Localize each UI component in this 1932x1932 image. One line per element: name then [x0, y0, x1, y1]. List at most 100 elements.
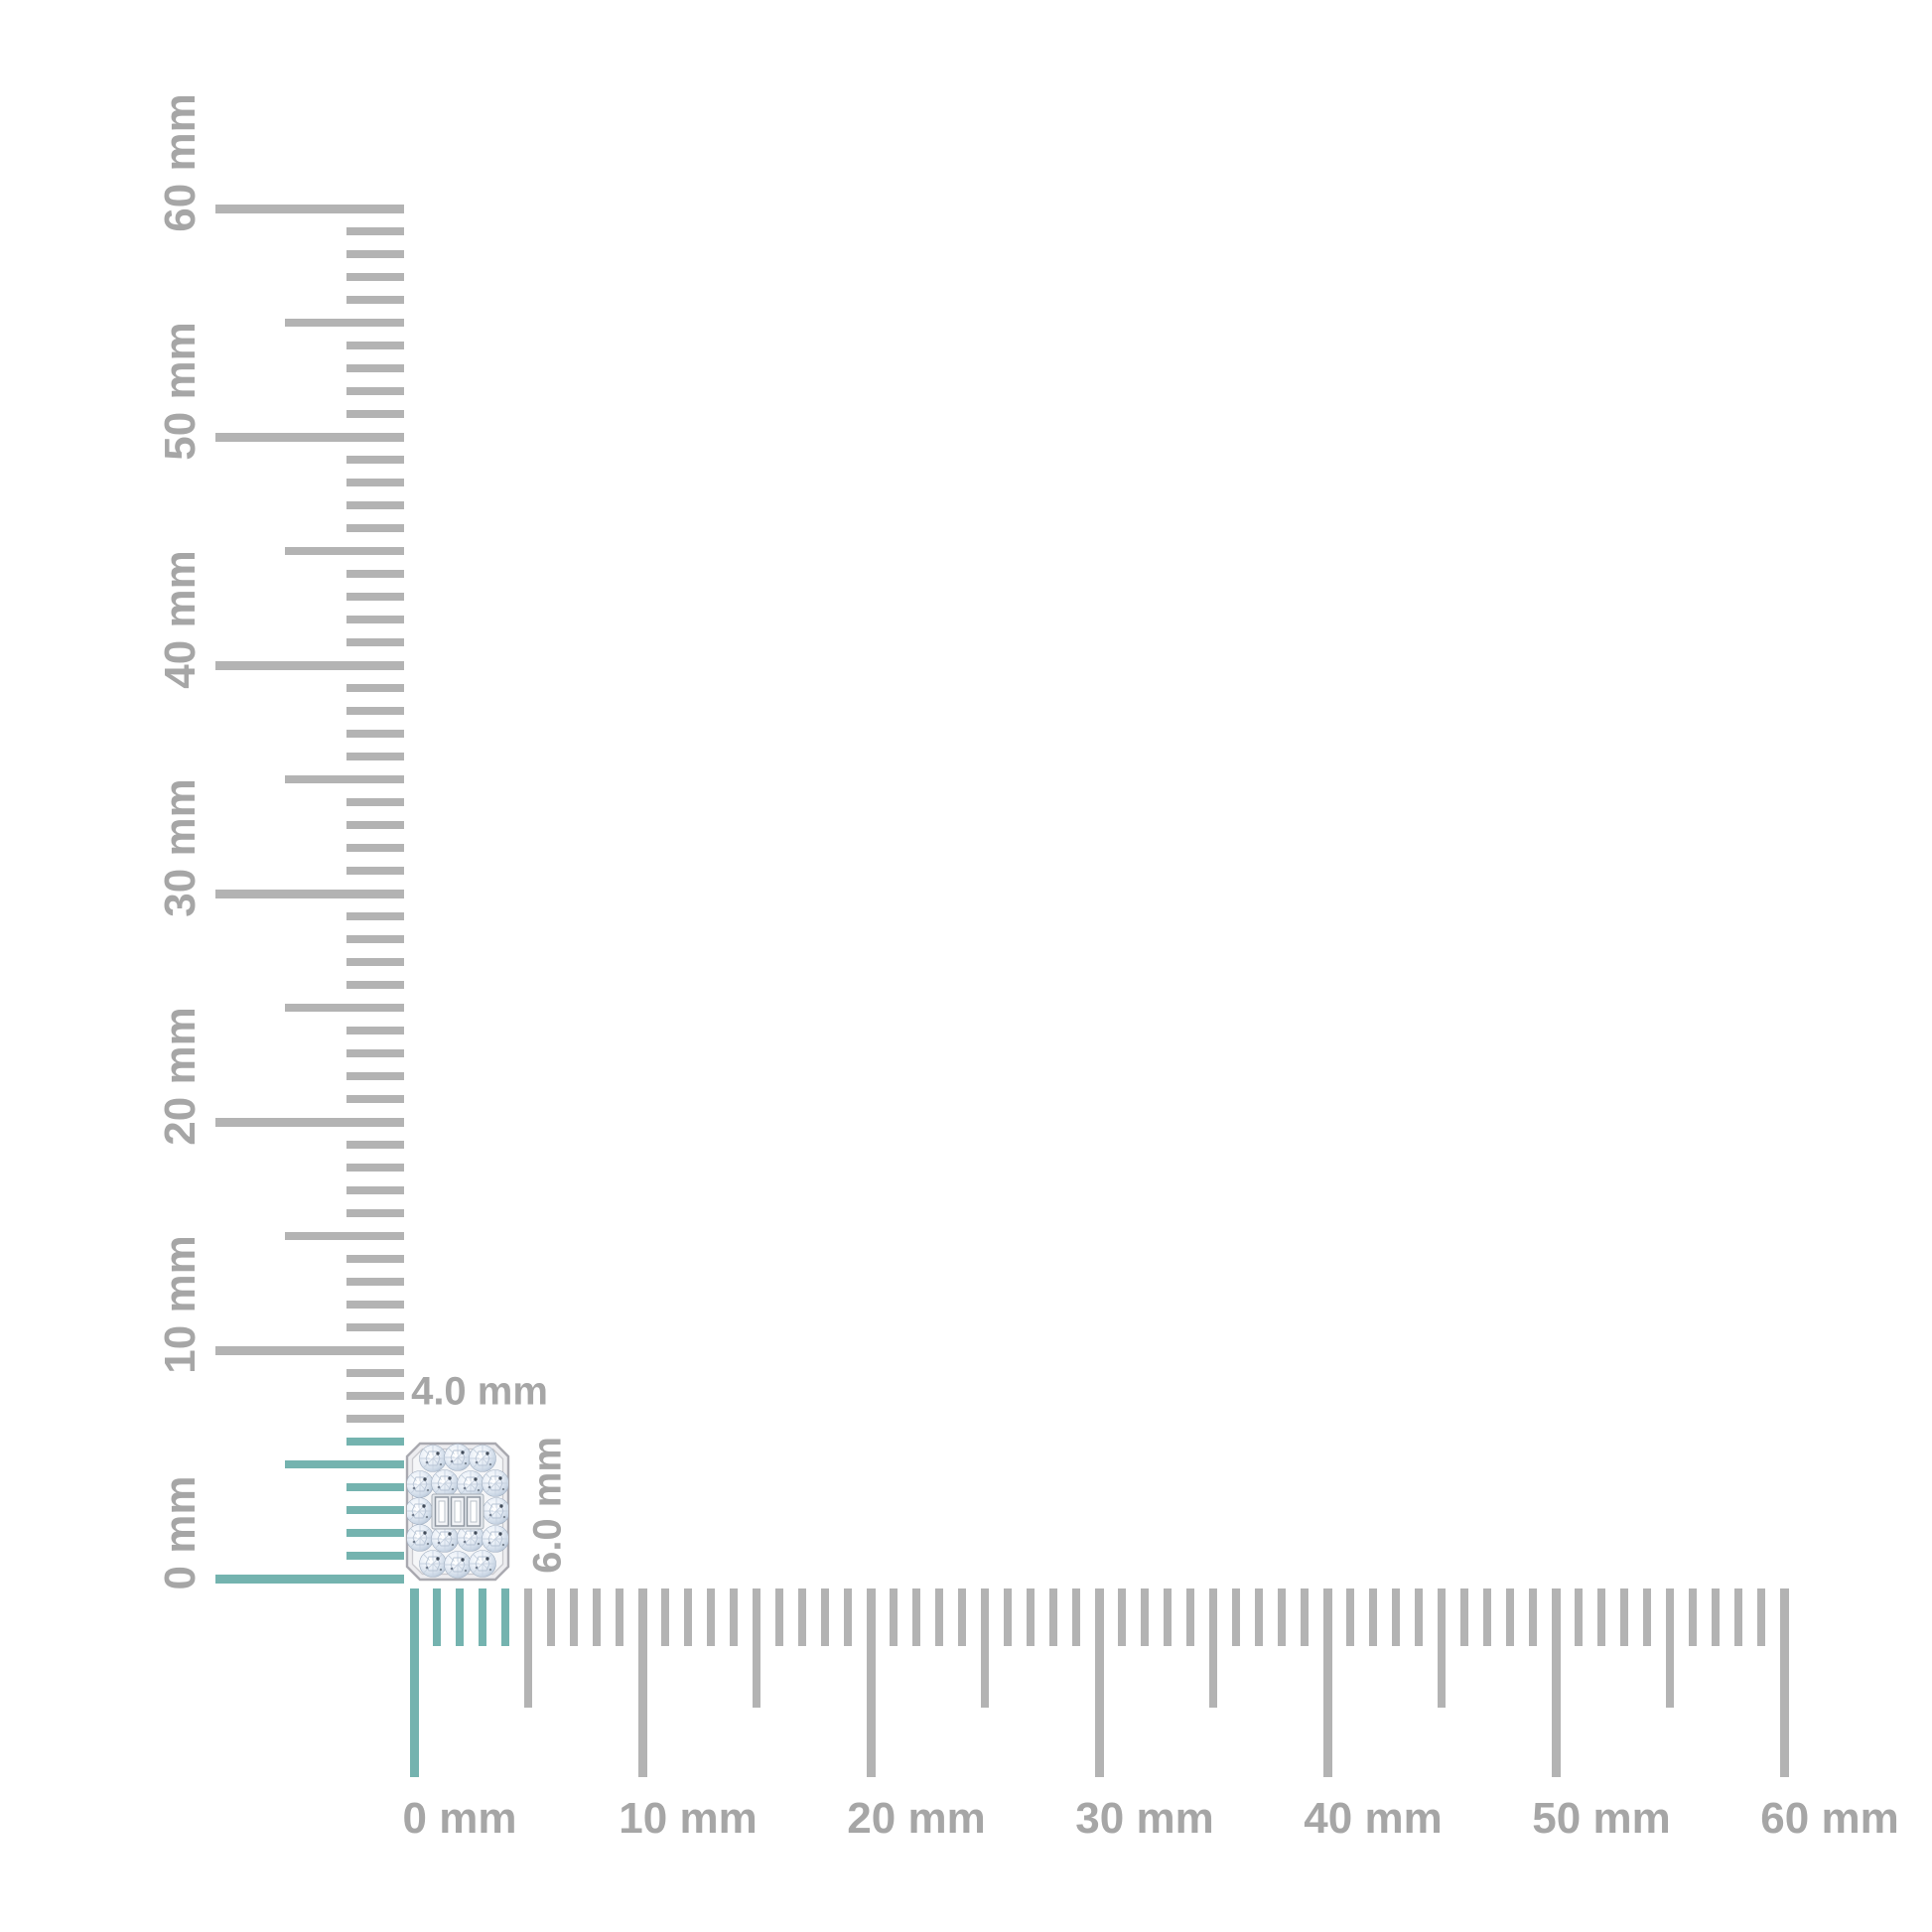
vertical-ruler-tick-19mm [346, 1141, 404, 1149]
horizontal-ruler-tick-7mm [570, 1588, 578, 1646]
horizontal-ruler-tick-57mm [1712, 1588, 1720, 1646]
vertical-ruler-tick-2mm [346, 1529, 404, 1537]
horizontal-ruler-tick-15mm [753, 1588, 760, 1708]
horizontal-ruler-tick-41mm [1346, 1588, 1354, 1646]
horizontal-ruler-tick-48mm [1506, 1588, 1514, 1646]
vertical-ruler-tick-3mm [346, 1506, 404, 1514]
horizontal-ruler-tick-30mm [1094, 1588, 1104, 1777]
vertical-ruler-tick-48mm [346, 479, 404, 486]
horizontal-ruler-tick-46mm [1460, 1588, 1468, 1646]
vertical-ruler-tick-14mm [346, 1255, 404, 1263]
vertical-ruler-tick-34mm [346, 798, 404, 806]
vertical-ruler-tick-28mm [346, 935, 404, 943]
vertical-ruler-tick-55mm [285, 319, 404, 327]
horizontal-ruler-tick-56mm [1689, 1588, 1697, 1646]
vertical-ruler-tick-21mm [346, 1095, 404, 1103]
horizontal-ruler-tick-37mm [1255, 1588, 1263, 1646]
horizontal-ruler-tick-17mm [798, 1588, 806, 1646]
horizontal-ruler-tick-27mm [1027, 1588, 1035, 1646]
horizontal-ruler-tick-1mm [433, 1588, 441, 1646]
horizontal-ruler-tick-40mm [1322, 1588, 1332, 1777]
vertical-ruler-tick-10mm [215, 1345, 404, 1355]
horizontal-ruler-tick-33mm [1164, 1588, 1172, 1646]
horizontal-ruler-tick-55mm [1666, 1588, 1674, 1708]
vertical-ruler-tick-5mm [285, 1460, 404, 1468]
horizontal-ruler-tick-24mm [958, 1588, 966, 1646]
vertical-ruler-tick-15mm [285, 1232, 404, 1240]
vertical-ruler-tick-47mm [346, 501, 404, 509]
vertical-ruler-tick-11mm [346, 1323, 404, 1331]
vertical-ruler-tick-51mm [346, 410, 404, 418]
vertical-ruler-tick-4mm [346, 1483, 404, 1491]
horizontal-ruler-label-20mm: 20 mm [847, 1794, 986, 1843]
horizontal-ruler-tick-23mm [935, 1588, 943, 1646]
vertical-ruler-tick-20mm [215, 1117, 404, 1127]
horizontal-ruler-tick-52mm [1597, 1588, 1605, 1646]
horizontal-ruler-label-50mm: 50 mm [1532, 1794, 1671, 1843]
horizontal-ruler-tick-42mm [1369, 1588, 1377, 1646]
horizontal-ruler-tick-22mm [912, 1588, 920, 1646]
vertical-ruler-tick-35mm [285, 775, 404, 783]
vertical-ruler-tick-7mm [346, 1415, 404, 1423]
horizontal-ruler-tick-20mm [866, 1588, 876, 1777]
horizontal-ruler-tick-9mm [616, 1588, 623, 1646]
horizontal-ruler-tick-5mm [524, 1588, 532, 1708]
horizontal-ruler-tick-35mm [1209, 1588, 1217, 1708]
horizontal-ruler-label-60mm: 60 mm [1760, 1794, 1899, 1843]
horizontal-ruler-label-30mm: 30 mm [1075, 1794, 1214, 1843]
vertical-ruler-tick-8mm [346, 1392, 404, 1400]
horizontal-ruler-tick-21mm [890, 1588, 897, 1646]
horizontal-ruler-tick-43mm [1392, 1588, 1400, 1646]
vertical-ruler-tick-27mm [346, 958, 404, 966]
vertical-ruler-tick-26mm [346, 981, 404, 989]
horizontal-ruler-tick-13mm [707, 1588, 715, 1646]
horizontal-ruler-tick-12mm [684, 1588, 692, 1646]
vertical-ruler-label-30mm: 30 mm [156, 778, 205, 917]
vertical-ruler-tick-9mm [346, 1369, 404, 1377]
horizontal-ruler-tick-39mm [1301, 1588, 1309, 1646]
vertical-ruler-tick-30mm [215, 889, 404, 898]
horizontal-ruler-tick-34mm [1186, 1588, 1194, 1646]
horizontal-ruler-tick-29mm [1072, 1588, 1080, 1646]
vertical-ruler-tick-45mm [285, 547, 404, 555]
jewelry-item-image [405, 1442, 510, 1582]
horizontal-ruler-tick-45mm [1438, 1588, 1446, 1708]
vertical-ruler-tick-31mm [346, 867, 404, 875]
horizontal-ruler-tick-4mm [501, 1588, 509, 1646]
vertical-ruler-tick-23mm [346, 1049, 404, 1057]
horizontal-ruler-tick-44mm [1415, 1588, 1423, 1646]
vertical-ruler-tick-0mm [215, 1574, 404, 1584]
horizontal-ruler-tick-28mm [1049, 1588, 1057, 1646]
horizontal-ruler-tick-19mm [844, 1588, 852, 1646]
horizontal-ruler-tick-50mm [1551, 1588, 1561, 1777]
vertical-ruler-tick-17mm [346, 1186, 404, 1194]
horizontal-ruler-tick-0mm [409, 1588, 419, 1777]
horizontal-ruler-tick-54mm [1643, 1588, 1651, 1646]
vertical-ruler-tick-38mm [346, 707, 404, 715]
horizontal-ruler-tick-53mm [1620, 1588, 1628, 1646]
vertical-ruler-tick-41mm [346, 638, 404, 646]
horizontal-ruler-tick-18mm [821, 1588, 829, 1646]
item-width-label: 4.0 mm [411, 1369, 548, 1414]
vertical-ruler-tick-42mm [346, 616, 404, 623]
vertical-ruler-tick-13mm [346, 1278, 404, 1286]
horizontal-ruler-label-10mm: 10 mm [619, 1794, 758, 1843]
vertical-ruler-label-20mm: 20 mm [156, 1007, 205, 1146]
horizontal-ruler-tick-16mm [775, 1588, 783, 1646]
vertical-ruler-tick-60mm [215, 204, 404, 213]
horizontal-ruler-tick-31mm [1118, 1588, 1126, 1646]
vertical-ruler-tick-40mm [215, 660, 404, 670]
baguette-diamonds [431, 1493, 484, 1530]
vertical-ruler-tick-37mm [346, 730, 404, 738]
horizontal-ruler-tick-14mm [730, 1588, 738, 1646]
vertical-ruler-tick-18mm [346, 1164, 404, 1172]
horizontal-ruler-tick-11mm [661, 1588, 669, 1646]
horizontal-ruler-tick-58mm [1734, 1588, 1742, 1646]
vertical-ruler-tick-53mm [346, 364, 404, 372]
vertical-ruler-tick-32mm [346, 844, 404, 852]
vertical-ruler-tick-58mm [346, 250, 404, 258]
vertical-ruler-tick-12mm [346, 1301, 404, 1309]
vertical-ruler-tick-1mm [346, 1552, 404, 1560]
horizontal-ruler-tick-6mm [547, 1588, 555, 1646]
